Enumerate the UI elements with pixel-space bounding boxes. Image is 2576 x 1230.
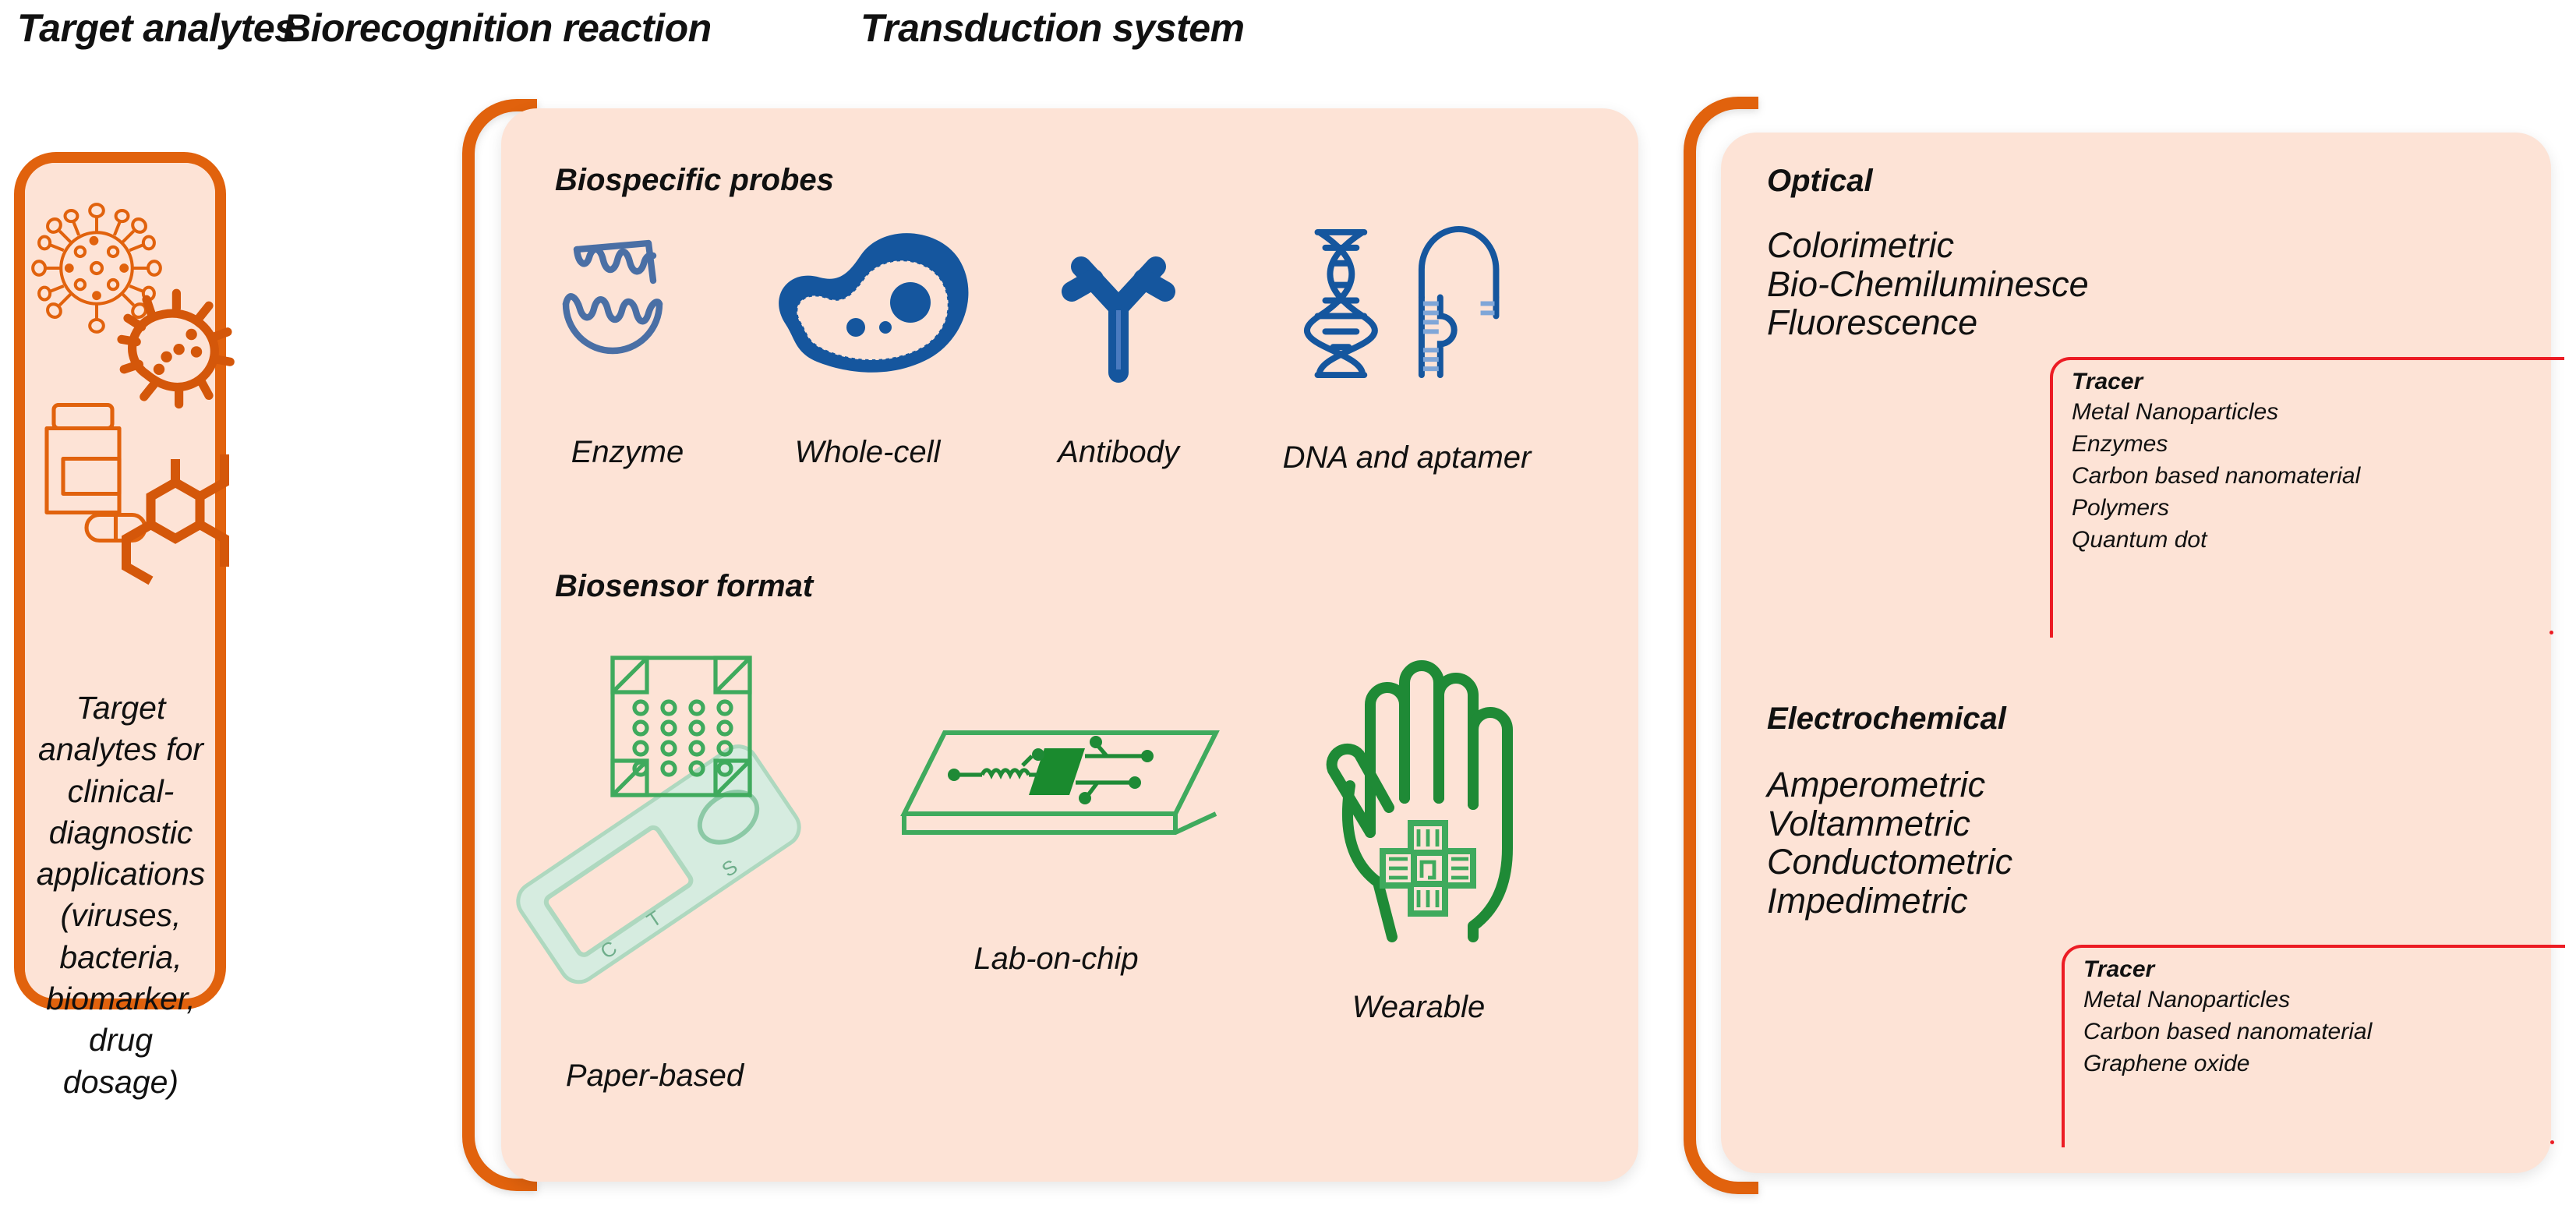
target-analytes-panel [14,152,226,1009]
optical-items: Colorimetric Bio-Chemiluminesce Fluoresc… [1767,226,2089,342]
optical-tracer-end-dot [2549,631,2553,634]
electrochemical-tracer-box: Tracer Metal Nanoparticles Carbon based … [2062,945,2565,1147]
biosensor-format-heading: Biosensor format [555,569,814,603]
probe-label-enzyme: Enzyme [571,435,684,469]
column-title-biorecognition-reaction: Biorecognition reaction [283,6,712,50]
electrochemical-items: Amperometric Voltammetric Conductometric… [1767,765,2012,920]
enzyme-icon [546,231,709,383]
pill-bottle-icon [35,398,152,546]
optical-tracer-item-quantum-dot: Quantum dot [2072,526,2207,553]
antibody-icon [1056,235,1181,383]
optical-tracer-item-enzymes: Enzymes [2072,430,2168,457]
wearable-hand-icon [1305,649,1523,942]
probe-label-whole-cell: Whole-cell [794,435,941,469]
transduction-panel [1721,133,2551,1173]
target-analytes-panel-fill [25,163,215,998]
optical-item-fluorescence: Fluorescence [1767,302,1978,342]
optical-tracer-box: Tracer Metal Nanoparticles Enzymes Carbo… [2050,357,2564,638]
optical-tracer-item-polymers: Polymers [2072,494,2170,521]
electrochemical-tracer-item-carbon-based-nanomaterial: Carbon based nanomaterial [2083,1018,2373,1044]
optical-item-colorimetric: Colorimetric [1767,225,1955,265]
target-analytes-caption: Target analytes for clinical-diagnostic … [36,690,206,1100]
format-label-lab-on-chip: Lab-on-chip [974,942,1139,976]
probe-label-dna-aptamer: DNA and aptamer [1282,440,1532,475]
format-label-wearable: Wearable [1352,990,1486,1024]
electrochemical-item-amperometric: Amperometric [1767,765,1986,804]
dna-aptamer-icon [1294,220,1520,387]
column-title-transduction-system: Transduction system [860,6,1245,50]
electrochemical-item-impedimetric: Impedimetric [1767,880,1968,921]
optical-item-bio-chemiluminesce: Bio-Chemiluminesce [1767,263,2089,304]
format-label-paper-based: Paper-based [565,1059,744,1093]
optical-tracer-item-carbon-based-nanomaterial: Carbon based nanomaterial [2072,462,2361,489]
electrochemical-item-voltammetric: Voltammetric [1767,803,1970,843]
whole-cell-icon [754,228,981,383]
paper-strip-icon: C T S [516,639,850,984]
optical-heading: Optical [1767,164,1873,198]
electrochemical-heading: Electrochemical [1767,702,2006,736]
biospecific-probes-heading: Biospecific probes [555,163,834,197]
electrochemical-item-conductometric: Conductometric [1767,842,2013,882]
molecule-icon [117,452,234,585]
electrochemical-tracer-end-dot [2550,1140,2554,1144]
electrochemical-tracer-item-metal-nanoparticles: Metal Nanoparticles [2083,986,2291,1013]
bacteria-icon [109,285,235,409]
optical-tracer-title: Tracer [2072,369,2143,394]
lab-on-chip-icon [895,717,1222,865]
column-title-target-analytes: Target analytes [17,6,296,50]
electrochemical-tracer-item-graphene-oxide: Graphene oxide [2083,1050,2250,1076]
optical-tracer-item-metal-nanoparticles: Metal Nanoparticles [2072,398,2279,425]
probe-label-antibody: Antibody [1058,435,1179,469]
electrochemical-tracer-title: Tracer [2083,956,2155,982]
